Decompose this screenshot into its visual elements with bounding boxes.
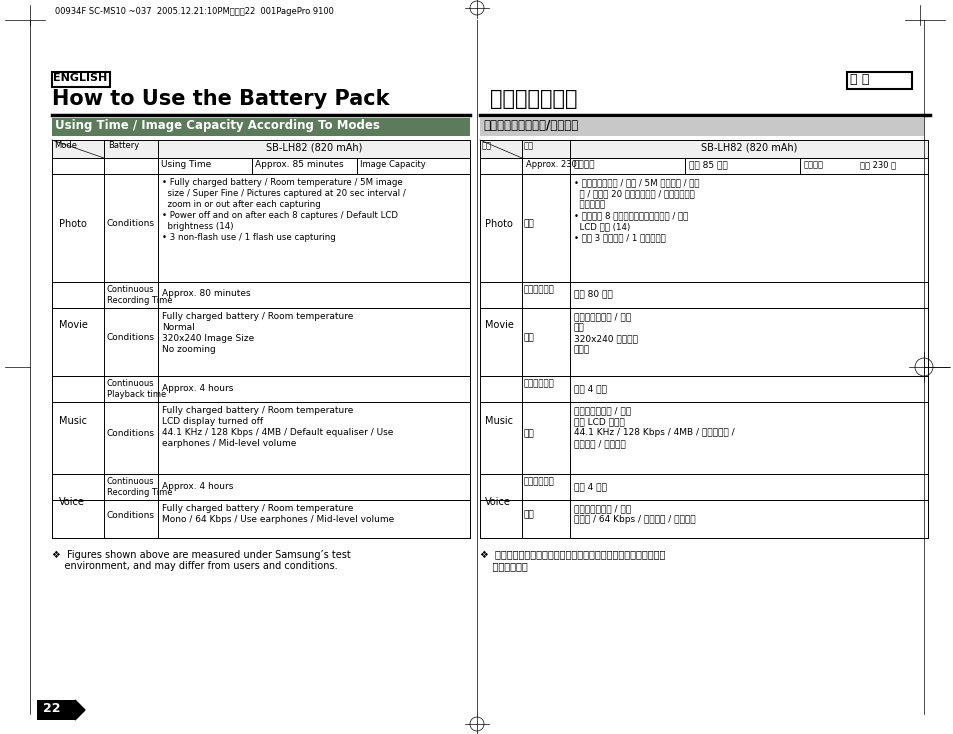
Text: Approx. 4 hours: Approx. 4 hours [162,384,233,393]
Text: 影像容量: 影像容量 [803,160,823,169]
Text: 大約 4 小時: 大約 4 小時 [574,384,606,393]
Text: Using Time / Image Capacity According To Modes: Using Time / Image Capacity According To… [55,119,379,132]
Text: How to Use the Battery Pack: How to Use the Battery Pack [52,89,389,109]
Text: Photo: Photo [484,219,513,229]
Text: Voice: Voice [484,497,511,507]
Bar [37,700,75,720]
Text: Music: Music [484,416,513,426]
Bar [479,376,927,474]
Bar [52,158,470,174]
Text: ❖  上表顯示的數字在三星測試環境下測量。可能會根據使用者與條件: ❖ 上表顯示的數字在三星測試環境下測量。可能會根據使用者與條件 [479,550,664,560]
Text: Image Capacity: Image Capacity [359,160,425,169]
Text: Movie: Movie [484,320,514,330]
Text: Fully charged battery / Room temperature
Mono / 64 Kbps / Use earphones / Mid-le: Fully charged battery / Room temperature… [162,504,394,524]
Text: 連續錄製時間: 連續錄製時間 [523,285,554,294]
Bar [52,474,470,538]
Text: 條件: 條件 [523,219,535,228]
Text: 條件: 條件 [523,429,535,438]
Bar [846,72,911,89]
Bar [52,282,470,308]
Bar [479,474,927,538]
Text: Using Time: Using Time [161,160,211,169]
Text: environment, and may differ from users and conditions.: environment, and may differ from users a… [52,561,337,571]
Text: 大約 80 分鐘: 大約 80 分鐘 [574,289,612,298]
Text: Continuous
Recording Time: Continuous Recording Time [107,477,172,497]
Text: ENGLISH: ENGLISH [53,73,107,83]
Bar [479,174,927,282]
Bar [52,376,470,402]
Text: 條件: 條件 [523,511,535,520]
Bar [479,376,927,402]
Text: 大約 4 小時: 大約 4 小時 [574,482,606,491]
Text: SB-LH82 (820 mAh): SB-LH82 (820 mAh) [700,143,797,153]
Text: 電池: 電池 [523,141,534,150]
Text: 大約 230 張: 大約 230 張 [859,160,895,169]
Text: 的不同而異。: 的不同而異。 [479,561,527,571]
Bar [479,474,927,500]
Text: 完全充電的電池 / 室溫
正常
320x240 影像大小
無縮放: 完全充電的電池 / 室溫 正常 320x240 影像大小 無縮放 [574,312,638,355]
Text: SB-LH82 (820 mAh): SB-LH82 (820 mAh) [266,143,362,153]
Text: Approx. 85 minutes: Approx. 85 minutes [254,160,343,169]
Bar [52,174,470,282]
Text: Fully charged battery / Room temperature
LCD display turned off
44.1 KHz / 128 K: Fully charged battery / Room temperature… [162,406,393,448]
Text: Music: Music [59,416,87,426]
Bar [479,500,927,538]
Text: 根據模式的使用時間/影像容量: 根據模式的使用時間/影像容量 [482,119,578,132]
Bar [52,118,470,136]
Text: 完全充電的電池 / 室溫
關閉 LCD 顯示器
44.1 KHz / 128 Kbps / 4MB / 預設等化器 /
使用耳機 / 中等音量: 完全充電的電池 / 室溫 關閉 LCD 顯示器 44.1 KHz / 128 K… [574,406,734,448]
Bar [52,72,110,87]
Text: Conditions: Conditions [107,511,154,520]
Text: 22: 22 [43,702,60,715]
Text: 完全充電的電池 / 室溫
單聲道 / 64 Kbps / 使用耳機 / 中等音量: 完全充電的電池 / 室溫 單聲道 / 64 Kbps / 使用耳機 / 中等音量 [574,504,695,524]
Text: Voice: Voice [59,497,85,507]
Text: 00934F SC-MS10 ~037  2005.12.21:10PM페이짂22  001PagePro 9100: 00934F SC-MS10 ~037 2005.12.21:10PM페이짂22… [55,7,334,16]
Bar [479,118,923,136]
Bar [479,158,927,174]
Bar [52,474,470,500]
Text: Conditions: Conditions [107,429,154,438]
Bar [479,402,927,474]
Polygon shape [75,700,85,720]
Text: 臺 灣: 臺 灣 [849,73,868,86]
Text: 連續錄製時間: 連續錄製時間 [523,477,554,486]
Bar [52,500,470,538]
Text: 如何使用電池組: 如何使用電池組 [490,89,577,109]
Text: 大約 85 分鐘: 大約 85 分鐘 [688,160,727,169]
Text: Approx. 4 hours: Approx. 4 hours [162,482,233,491]
Text: Battery: Battery [108,141,139,150]
Text: Conditions: Conditions [107,219,154,228]
Text: 模式: 模式 [481,141,492,150]
Text: • 完全充電的電池 / 室溫 / 5M 影像大小 / 超精
  細 / 相片以 20 秒的間隔拍攝 / 在每次拍攝後
  放大或縮小
• 在每拍攝 8 次之後關: • 完全充電的電池 / 室溫 / 5M 影像大小 / 超精 細 / 相片以 20… [574,178,699,242]
Text: Fully charged battery / Room temperature
Normal
320x240 Image Size
No zooming: Fully charged battery / Room temperature… [162,312,353,355]
Text: Conditions: Conditions [107,333,154,343]
Text: Approx. 80 minutes: Approx. 80 minutes [162,289,251,298]
Bar [52,376,470,474]
Bar [52,282,470,376]
Text: 條件: 條件 [523,333,535,343]
Bar [52,308,470,376]
Text: Approx. 230: Approx. 230 [526,160,577,169]
Bar [52,140,470,158]
Text: Continuous
Playback time: Continuous Playback time [107,379,166,399]
Text: Continuous
Recording Time: Continuous Recording Time [107,285,172,305]
Text: Movie: Movie [59,320,88,330]
Text: ❖  Figures shown above are measured under Samsung’s test: ❖ Figures shown above are measured under… [52,550,351,560]
Bar [479,282,927,308]
Bar [479,282,927,376]
Bar [479,308,927,376]
Text: 連續播放時間: 連續播放時間 [523,379,554,388]
Bar [479,140,927,158]
Text: • Fully charged battery / Room temperature / 5M image
  size / Super Fine / Pict: • Fully charged battery / Room temperatu… [162,178,405,242]
Bar [52,402,470,474]
Text: 使用時間: 使用時間 [574,160,595,169]
Text: Mode: Mode [54,141,77,150]
Text: Photo: Photo [59,219,87,229]
